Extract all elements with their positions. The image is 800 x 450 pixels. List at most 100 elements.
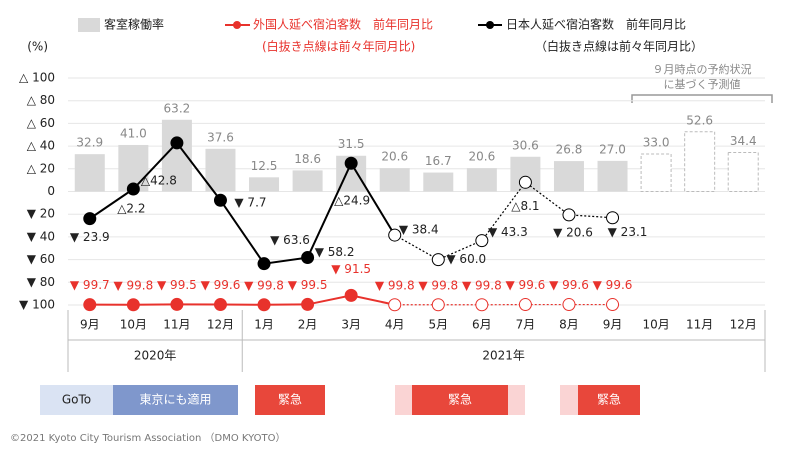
- period-label: 緊急: [448, 392, 472, 407]
- legend-label: 客室稼働率: [104, 17, 164, 32]
- bar-value-label: 33.0: [643, 136, 670, 150]
- point-label: ▼ 99.5: [157, 278, 197, 292]
- point-label: ▼ 99.8: [113, 278, 153, 292]
- x-tick-label: 8月: [559, 318, 579, 332]
- y-tick-label: △ 80: [27, 93, 55, 107]
- line-point: [606, 211, 620, 225]
- line-point: [344, 288, 358, 302]
- line: [89, 141, 396, 265]
- annotation: に基づく予測値: [664, 77, 741, 91]
- period-label: 緊急: [278, 392, 302, 407]
- point-label: ▼ 99.6: [506, 278, 546, 292]
- bar: [379, 168, 410, 192]
- bar-value-label: 26.8: [556, 143, 583, 157]
- y-tick-label: 0: [47, 184, 55, 198]
- period-label: 緊急: [597, 392, 621, 407]
- legend-swatch: [233, 21, 241, 29]
- x-tick-label: 7月: [516, 318, 536, 332]
- point-label: △24.9: [334, 194, 370, 208]
- x-tick-label: 5月: [428, 318, 448, 332]
- point-label: ▼ 38.4: [399, 223, 439, 237]
- x-tick-label: 12月: [207, 318, 234, 332]
- annotation: ９月時点の予約状況: [653, 62, 752, 76]
- point-label: ▼ 58.2: [315, 245, 355, 259]
- line-point: [301, 251, 315, 265]
- annotation-bracket: [631, 94, 773, 103]
- bar-value-label: 16.7: [425, 154, 452, 168]
- point-label: ▼ 91.5: [331, 262, 371, 276]
- line-point: [562, 298, 576, 312]
- x-tick-label: 11月: [163, 318, 190, 332]
- point-label: ▼ 7.7: [234, 196, 266, 210]
- legend-label: 日本人延べ宿泊客数 前年同月比: [506, 17, 686, 32]
- bar: [466, 168, 497, 192]
- bar: [597, 160, 628, 192]
- point-label: ▼ 43.3: [488, 225, 528, 239]
- bar: [553, 161, 584, 192]
- period-label: GoTo: [62, 393, 91, 407]
- legend-swatch: [486, 21, 494, 29]
- line-point: [344, 156, 358, 170]
- legend-label: 外国人延べ宿泊客数 前年同月比: [253, 17, 433, 32]
- legend-note: （白抜き点線は前々年同月比）: [535, 39, 703, 54]
- point-label: ▼ 99.6: [201, 278, 241, 292]
- bar-value-label: 63.2: [164, 101, 191, 115]
- line-point: [257, 298, 271, 312]
- line-point: [388, 228, 402, 242]
- line-point: [170, 136, 184, 150]
- x-tick-label: 9月: [603, 318, 623, 332]
- y-tick-label: ▼ 60: [27, 252, 55, 266]
- y-tick-label: △ 100: [19, 71, 55, 85]
- bar-value-label: 41.0: [120, 126, 147, 140]
- point-label: ▼ 99.8: [462, 278, 502, 292]
- point-label: ▼ 63.6: [270, 233, 310, 247]
- bar-value-label: 34.4: [730, 134, 757, 148]
- legend-swatch: [78, 18, 100, 32]
- line-point: [83, 212, 97, 226]
- point-label: △2.2: [117, 202, 145, 216]
- y-tick-label: ▼ 80: [27, 275, 55, 289]
- bar: [249, 177, 280, 192]
- year-label: 2020年: [134, 349, 177, 363]
- line-point: [606, 298, 620, 312]
- line-point: [257, 257, 271, 271]
- bar-value-label: 20.6: [381, 150, 408, 164]
- point-label: ▼ 99.5: [288, 278, 328, 292]
- line-point: [301, 297, 315, 311]
- line-point: [431, 298, 445, 312]
- line-point: [518, 175, 532, 189]
- y-axis-label: (%): [27, 40, 48, 54]
- period-box: [412, 385, 508, 415]
- line: [394, 181, 613, 261]
- bar-value-label: 52.6: [686, 113, 713, 127]
- point-label: ▼ 23.9: [70, 230, 110, 244]
- point-label: ▼ 99.8: [244, 278, 284, 292]
- x-tick-label: 4月: [385, 318, 405, 332]
- x-tick-label: 6月: [472, 318, 492, 332]
- point-label: ▼ 99.8: [375, 278, 415, 292]
- bar: [727, 151, 759, 192]
- bar-value-label: 20.6: [468, 150, 495, 164]
- point-label: ▼ 20.6: [553, 225, 593, 239]
- line-point: [126, 298, 140, 312]
- period-box: [40, 385, 113, 415]
- y-tick-label: ▼ 100: [19, 298, 55, 312]
- x-tick-label: 9月: [80, 318, 100, 332]
- legend-note: (白抜き点線は前々年同月比): [262, 39, 415, 54]
- bar-value-label: 30.6: [512, 138, 539, 152]
- y-tick-label: △ 60: [27, 116, 55, 130]
- x-tick-label: 12月: [730, 318, 757, 332]
- point-label: △8.1: [511, 199, 539, 213]
- bar: [205, 148, 236, 192]
- line-point: [170, 297, 184, 311]
- x-tick-label: 2月: [298, 318, 318, 332]
- x-tick-label: 3月: [341, 318, 361, 332]
- line-point: [388, 298, 402, 312]
- line-point: [213, 298, 227, 312]
- line-point: [518, 298, 532, 312]
- bar: [292, 170, 323, 192]
- point-label: ▼ 99.8: [418, 278, 458, 292]
- line-point: [213, 193, 227, 207]
- y-tick-label: △ 40: [27, 139, 55, 153]
